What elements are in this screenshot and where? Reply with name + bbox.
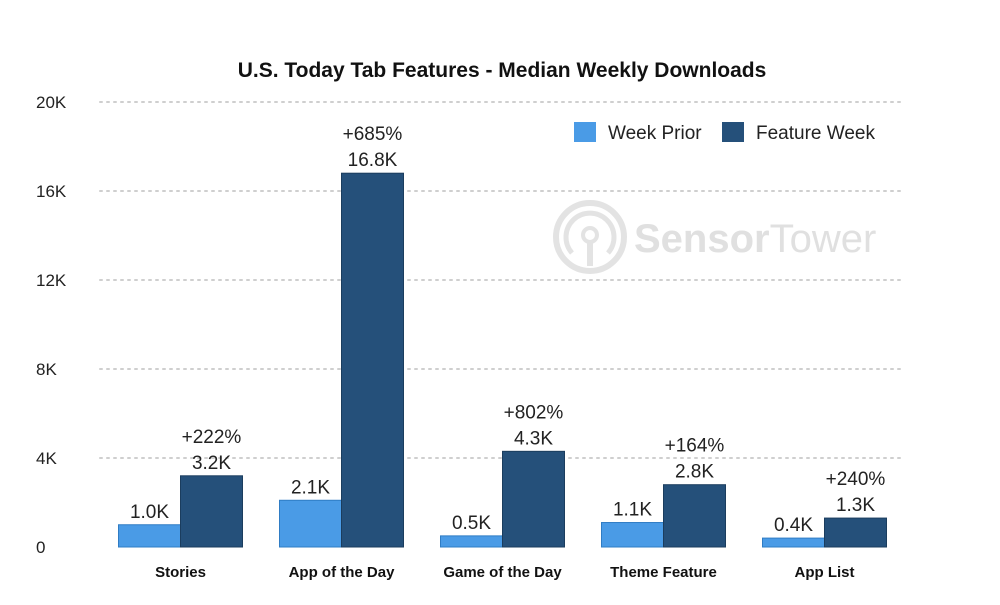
bar-week-prior [440,535,503,548]
bars-layer [118,172,887,548]
labels-layer: 1.0K 3.2K +222% Stories 2.1K 16.8K +685% App of… [130,124,885,581]
bar-feature-week [824,517,887,548]
data-label-feature-week: 2.8K [675,462,714,483]
legend-swatch [722,122,744,142]
data-label-week-prior: 0.5K [452,513,491,534]
y-tick-label: 16K [36,182,67,201]
data-label-feature-week: 4.3K [514,428,553,449]
bar-feature-week [663,484,726,548]
grid-layer: 0 4K 8K 12K 16K 20K [36,93,906,557]
sensortower-watermark: SensorTower [553,200,876,274]
pct-change-label: +240% [826,469,886,490]
x-tick-label: Theme Feature [610,564,717,581]
x-tick-label: App List [795,564,855,581]
data-label-week-prior: 1.0K [130,502,169,523]
bar-feature-week [180,475,243,548]
legend: Week Prior Feature Week [574,122,875,144]
svg-text:SensorTower: SensorTower [634,217,876,261]
y-tick-label: 4K [36,449,57,468]
y-tick-label: 8K [36,360,57,379]
bar-week-prior [279,499,342,548]
watermark-text-sensor: Sensor [634,217,770,261]
data-label-feature-week: 1.3K [836,495,875,516]
x-tick-label: App of the Day [289,564,395,581]
bar-feature-week [341,172,404,548]
x-tick-label: Game of the Day [443,564,562,581]
data-label-week-prior: 1.1K [613,500,652,521]
data-label-feature-week: 16.8K [348,150,398,171]
sensortower-logo-icon [553,200,627,274]
pct-change-label: +802% [504,402,564,423]
pct-change-label: +164% [665,436,725,457]
watermark-text-tower: Tower [770,217,877,261]
y-tick-label: 12K [36,271,67,290]
bar-week-prior [118,524,181,548]
y-tick-label: 20K [36,93,67,112]
data-label-week-prior: 2.1K [291,477,330,498]
data-label-week-prior: 0.4K [774,515,813,536]
chart-title: U.S. Today Tab Features - Median Weekly … [238,59,767,82]
y-tick-label: 0 [36,538,45,557]
legend-label: Week Prior [608,123,702,144]
bar-week-prior [601,522,664,548]
legend-label: Feature Week [756,123,875,144]
bar-week-prior [762,537,825,548]
x-tick-label: Stories [155,564,206,581]
data-label-feature-week: 3.2K [192,453,231,474]
pct-change-label: +222% [182,427,242,448]
legend-swatch [574,122,596,142]
pct-change-label: +685% [343,124,403,145]
bar-feature-week [502,450,565,548]
